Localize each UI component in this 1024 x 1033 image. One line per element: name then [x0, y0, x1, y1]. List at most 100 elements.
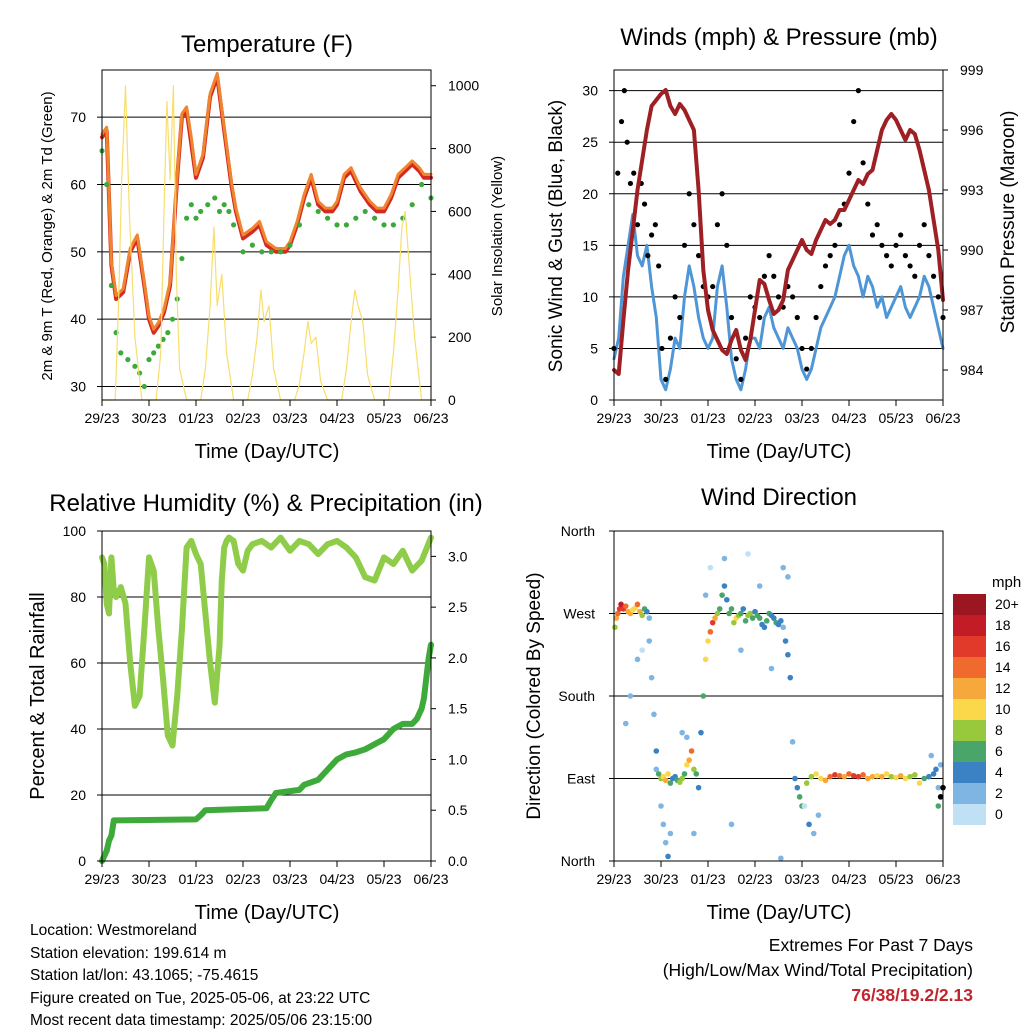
direction-point	[712, 615, 718, 621]
y2-tick-label: 990	[960, 242, 984, 258]
y-tick-label: 25	[582, 134, 598, 150]
direction-point	[622, 720, 629, 727]
y2-tick-label: 1.5	[448, 701, 468, 717]
dewpoint-point	[212, 195, 218, 201]
direction-point	[768, 665, 775, 672]
direction-point	[653, 766, 660, 773]
y2-tick-label: 200	[448, 329, 472, 345]
x-tick-label: 02/23	[225, 410, 260, 426]
temperature-plot-area: 29/23 30/23 01/23 02/23 03/23 04/23 05/23 06/23…	[70, 69, 479, 426]
direction-point	[627, 693, 634, 699]
gust-point	[794, 314, 800, 321]
direction-point	[745, 551, 751, 557]
direction-point	[707, 629, 714, 635]
gust-point	[893, 242, 899, 248]
x-tick-label: 03/23	[272, 871, 307, 887]
x-tick-label: 03/23	[784, 871, 819, 887]
dewpoint-point	[353, 215, 359, 221]
y-tick-label: 50	[70, 244, 86, 260]
direction-point	[761, 624, 768, 631]
dewpoint-point	[205, 202, 211, 208]
dewpoint-point	[125, 356, 131, 363]
dewpoint-point	[240, 249, 246, 255]
direction-point	[827, 773, 833, 780]
dewpoint-point	[141, 383, 147, 390]
y2-tick-label: 987	[960, 302, 984, 318]
temp2m-series-line	[100, 74, 433, 335]
direction-point	[935, 803, 942, 809]
gust-point	[677, 314, 683, 321]
x-tick-label: 05/23	[366, 410, 401, 426]
legend-swatch	[953, 720, 986, 741]
legend-label: 12	[995, 680, 1011, 696]
dewpoint-point	[315, 208, 321, 215]
direction-point	[653, 748, 660, 754]
wind-direction-title: Wind Direction	[701, 484, 857, 511]
gust-point	[827, 253, 833, 259]
direction-point	[813, 771, 819, 777]
gust-point	[921, 222, 927, 228]
y2-tick-label: 0.5	[448, 802, 468, 818]
gust-point	[641, 201, 648, 207]
direction-point	[879, 773, 885, 780]
x-tick-label: 29/23	[596, 871, 631, 887]
dewpoint-point	[216, 208, 223, 215]
gust-point	[627, 180, 634, 187]
legend-label: 8	[995, 722, 1003, 738]
direction-point	[937, 761, 944, 768]
y-tick-label: 0	[590, 392, 598, 408]
gust-point	[667, 335, 674, 341]
gust-point	[733, 356, 739, 362]
gust-point	[855, 88, 862, 94]
legend-swatch	[953, 636, 986, 657]
gust-point	[888, 263, 894, 269]
direction-point	[695, 784, 702, 791]
x-tick-label: 30/23	[131, 871, 166, 887]
direction-point	[747, 610, 754, 617]
speed-legend: mph 20+ 18 16 14 12 10 8 6 4 2 0	[953, 574, 1021, 825]
gust-point	[621, 88, 627, 94]
direction-point	[740, 606, 747, 612]
y2-tick-label: 1.0	[448, 751, 468, 767]
direction-point	[662, 839, 669, 846]
winds-panel: Winds (mph) & Pressure (mb) Time (Day/UT…	[546, 24, 1019, 463]
direction-point	[836, 772, 843, 779]
direction-point	[771, 615, 777, 621]
direction-point	[648, 674, 655, 681]
direction-point	[693, 771, 700, 777]
direction-point	[728, 606, 735, 612]
x-tick-label: 04/23	[831, 871, 866, 887]
direction-point	[709, 619, 716, 626]
direction-point	[930, 771, 937, 777]
latest-timestamp: Most recent data timestamp: 2025/05/06 2…	[30, 1012, 373, 1029]
direction-point	[796, 794, 803, 800]
direction-point	[613, 615, 620, 621]
gust-point	[696, 253, 702, 259]
direction-point	[865, 775, 871, 782]
gust-point	[672, 294, 678, 300]
winds-ylabel: Sonic Wind & Gust (Blue, Black)	[546, 100, 567, 372]
dewpoint-point	[165, 330, 171, 336]
gust-point	[813, 314, 819, 321]
direction-point	[612, 624, 618, 631]
gust-point	[898, 232, 904, 238]
gust-point	[652, 222, 658, 228]
dewpoint-point	[278, 249, 284, 255]
gust-point	[714, 222, 721, 228]
y2-tick-label: 996	[960, 122, 984, 138]
direction-point	[665, 771, 671, 777]
direction-point	[937, 794, 944, 800]
gust-point	[879, 242, 885, 248]
x-tick-label: 05/23	[878, 871, 913, 887]
y-tick-label: 80	[70, 589, 86, 605]
direction-point	[921, 775, 927, 782]
x-tick-label: 06/23	[925, 410, 960, 426]
y-tick-label: 60	[70, 655, 86, 671]
dewpoint-point	[249, 242, 255, 248]
direction-point	[651, 711, 657, 718]
x-tick-label: 30/23	[131, 410, 166, 426]
direction-point	[926, 773, 932, 780]
legend-label: 6	[995, 743, 1003, 759]
gust-point	[766, 253, 772, 259]
direction-point	[660, 821, 667, 828]
